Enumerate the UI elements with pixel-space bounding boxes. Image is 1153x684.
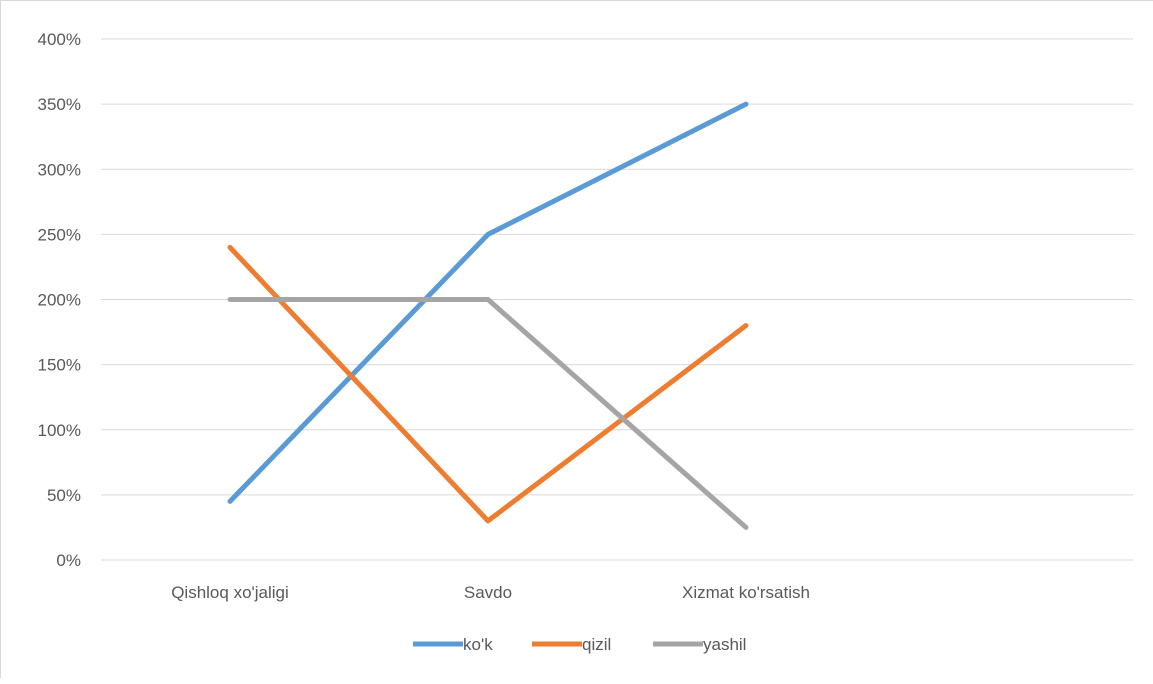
y-tick-label: 100%	[38, 421, 81, 440]
x-tick-label: Qishloq xo'jaligi	[171, 583, 289, 602]
legend-label: yashil	[703, 635, 746, 654]
legend-label: ko'k	[463, 635, 493, 654]
legend: ko'k qizil yashil	[413, 635, 746, 654]
y-tick-label: 300%	[38, 160, 81, 179]
series-lines	[230, 104, 746, 528]
y-tick-label: 350%	[38, 95, 81, 114]
y-tick-label: 250%	[38, 225, 81, 244]
y-tick-label: 0%	[56, 551, 81, 570]
series-line	[230, 247, 746, 521]
x-tick-label: Xizmat ko'rsatish	[682, 583, 810, 602]
x-tick-label: Savdo	[464, 583, 512, 602]
legend-label: qizil	[582, 635, 611, 654]
series-line	[230, 300, 746, 528]
y-tick-label: 150%	[38, 356, 81, 375]
y-tick-label: 400%	[38, 30, 81, 49]
y-tick-label: 200%	[38, 291, 81, 310]
x-axis-labels: Qishloq xo'jaligi Savdo Xizmat ko'rsatish	[171, 583, 810, 602]
y-tick-label: 50%	[47, 486, 81, 505]
y-axis-labels: 0% 50% 100% 150% 200% 250% 300% 350% 400%	[38, 30, 81, 570]
